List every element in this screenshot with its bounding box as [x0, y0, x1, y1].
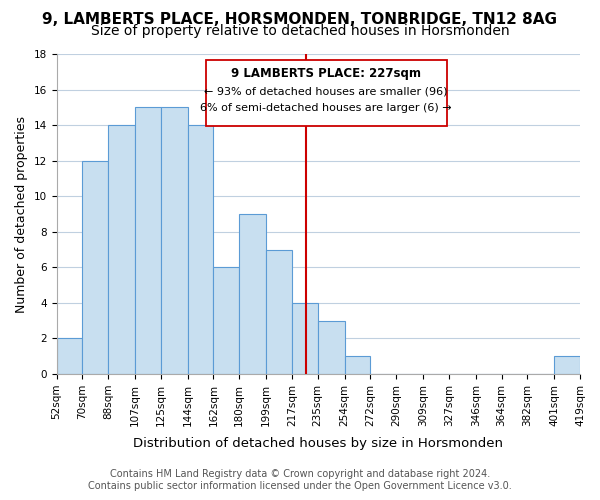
- Bar: [135, 108, 161, 374]
- Text: Contains HM Land Registry data © Crown copyright and database right 2024.
Contai: Contains HM Land Registry data © Crown c…: [88, 470, 512, 491]
- Bar: [56, 338, 82, 374]
- Text: 9 LAMBERTS PLACE: 227sqm: 9 LAMBERTS PLACE: 227sqm: [231, 68, 421, 80]
- Bar: [188, 125, 214, 374]
- Bar: [266, 250, 292, 374]
- Bar: [239, 214, 266, 374]
- Bar: [344, 356, 370, 374]
- Y-axis label: Number of detached properties: Number of detached properties: [15, 116, 28, 312]
- Text: 9, LAMBERTS PLACE, HORSMONDEN, TONBRIDGE, TN12 8AG: 9, LAMBERTS PLACE, HORSMONDEN, TONBRIDGE…: [43, 12, 557, 28]
- Bar: [108, 125, 135, 374]
- Text: 6% of semi-detached houses are larger (6) →: 6% of semi-detached houses are larger (6…: [200, 102, 452, 113]
- Text: Size of property relative to detached houses in Horsmonden: Size of property relative to detached ho…: [91, 24, 509, 38]
- Bar: [161, 108, 188, 374]
- Bar: [82, 160, 108, 374]
- Bar: [214, 268, 239, 374]
- Bar: [317, 320, 344, 374]
- Bar: [292, 303, 317, 374]
- X-axis label: Distribution of detached houses by size in Horsmonden: Distribution of detached houses by size …: [133, 437, 503, 450]
- Text: ← 93% of detached houses are smaller (96): ← 93% of detached houses are smaller (96…: [205, 86, 448, 96]
- Bar: [554, 356, 580, 374]
- FancyBboxPatch shape: [206, 60, 446, 126]
